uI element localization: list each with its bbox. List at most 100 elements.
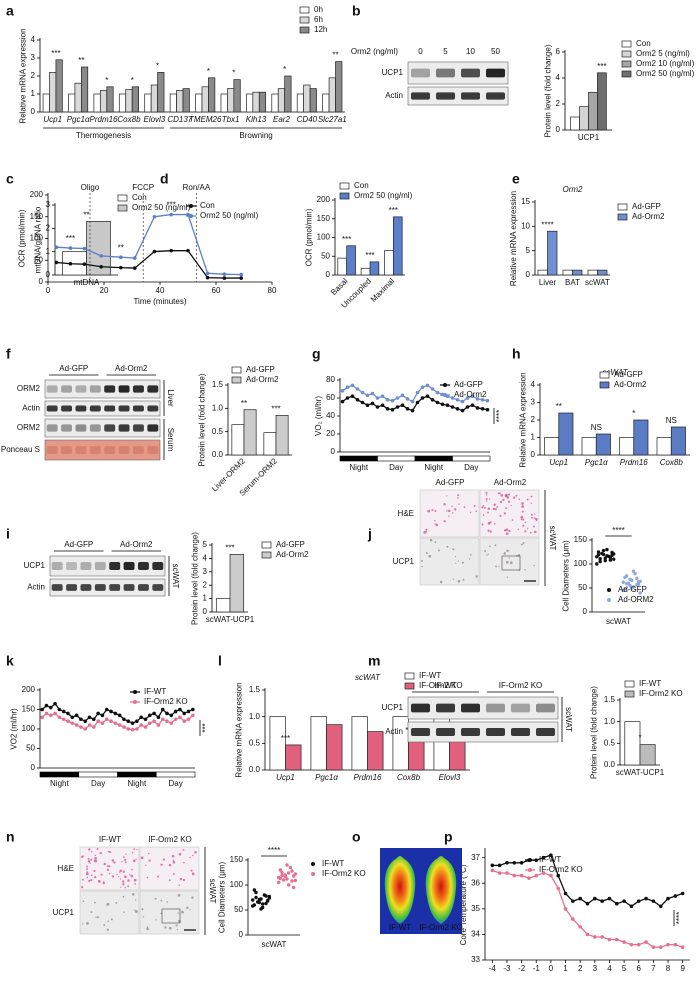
bar (252, 91, 260, 113)
micrograph (419, 537, 480, 586)
light-dark-bar (339, 455, 378, 462)
significance: ** (241, 399, 247, 408)
x-tick-label: Ucp1 (276, 773, 295, 782)
point (490, 868, 495, 873)
micrograph (79, 890, 140, 935)
stain (535, 519, 538, 522)
x-tick-label: Basal (329, 276, 350, 297)
lane-label: 0 (418, 47, 423, 56)
legend-marker (607, 588, 611, 592)
point (673, 942, 678, 947)
y-tick-label: 34 (471, 930, 480, 939)
chart-title: Orm2 (563, 185, 584, 194)
blot-band (152, 584, 164, 591)
point (556, 873, 561, 878)
y-axis-label: OCR (pmol/min) (18, 209, 27, 267)
stain (530, 502, 532, 504)
point (133, 256, 137, 260)
point (534, 873, 539, 878)
panel-letter: m (368, 653, 380, 669)
stain (498, 565, 500, 568)
point (345, 396, 350, 400)
y-tick-label: 80 (326, 375, 335, 384)
stain (141, 908, 144, 911)
point (629, 942, 634, 947)
x-tick-label: Pgc1α (315, 773, 338, 782)
stain (189, 856, 191, 859)
point (395, 396, 400, 400)
y-tick-label: 40 (326, 411, 335, 420)
row-label: UCP1 (53, 908, 75, 917)
point (440, 402, 445, 407)
row-label: Actin (22, 404, 40, 413)
group-label: IF-WT (434, 681, 456, 690)
stain (482, 514, 485, 516)
point (48, 705, 53, 710)
point (87, 723, 92, 727)
stain (103, 924, 106, 927)
bar (246, 93, 254, 113)
panel-letter: o (352, 829, 361, 845)
point (104, 717, 109, 722)
blot-band (89, 424, 101, 432)
y-tick-label: 20 (326, 429, 335, 438)
point (262, 893, 267, 897)
point (600, 935, 604, 939)
point (160, 707, 165, 712)
y-tick-label: 33 (471, 955, 480, 964)
point (465, 405, 470, 409)
row-label: H&E (58, 864, 74, 873)
bar (74, 82, 82, 113)
y-axis-label: Core Temperature (°C) (459, 864, 468, 945)
point (191, 713, 195, 718)
x-tick-label: -2 (518, 964, 526, 973)
point (400, 403, 405, 408)
stain (120, 886, 122, 888)
stain (124, 886, 126, 889)
point (92, 717, 96, 722)
point (57, 715, 62, 720)
inset (161, 908, 181, 924)
row-label: UCP1 (382, 68, 404, 77)
point (173, 709, 178, 714)
point (621, 580, 625, 584)
stain (135, 858, 137, 860)
bar (157, 72, 165, 113)
y-tick-label: 0.0 (212, 450, 224, 459)
y-tick-label: 0 (583, 607, 588, 616)
y-axis-label: Cell Diameters (μm) (218, 862, 227, 934)
stain (146, 926, 149, 928)
light-dark-bar (78, 771, 118, 778)
stain (82, 900, 85, 903)
stain (534, 513, 536, 515)
stain (487, 522, 491, 525)
bar (656, 437, 672, 456)
point (54, 245, 59, 249)
y-tick-label: 3 (203, 567, 208, 576)
y-tick-label: 150 (22, 705, 36, 714)
y-tick-label: 0 (31, 763, 36, 772)
bar (581, 437, 597, 456)
y-tick-label: 100 (22, 724, 36, 733)
point (612, 557, 616, 561)
legend-label: Ad-Orm2 (454, 390, 487, 399)
stain (110, 918, 113, 921)
legend-label: Ad-GFP (618, 585, 647, 594)
stain (452, 578, 454, 580)
bar (215, 598, 231, 613)
point (571, 899, 575, 903)
point (680, 891, 685, 896)
significance: *** (271, 404, 280, 413)
stain (513, 496, 516, 499)
stain (96, 848, 99, 850)
stain (510, 504, 512, 507)
point (250, 904, 255, 908)
point (222, 276, 227, 280)
stain (182, 849, 185, 851)
significance: ** (118, 243, 124, 252)
light-dark-label: Night (349, 463, 368, 472)
point (475, 406, 480, 410)
blot-band (411, 728, 430, 736)
legend-swatch (621, 70, 632, 78)
point (541, 855, 546, 860)
